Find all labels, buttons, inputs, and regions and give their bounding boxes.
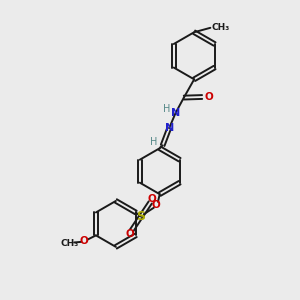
Text: CH₃: CH₃: [212, 23, 230, 32]
Text: H: H: [163, 104, 170, 114]
Text: O: O: [205, 92, 213, 102]
Text: H: H: [150, 137, 158, 147]
Text: S: S: [136, 210, 146, 223]
Text: O: O: [147, 194, 156, 205]
Text: O: O: [152, 200, 161, 210]
Text: N: N: [171, 108, 181, 118]
Text: O: O: [80, 236, 88, 246]
Text: N: N: [165, 123, 174, 133]
Text: CH₃: CH₃: [61, 239, 79, 248]
Text: O: O: [126, 229, 135, 239]
